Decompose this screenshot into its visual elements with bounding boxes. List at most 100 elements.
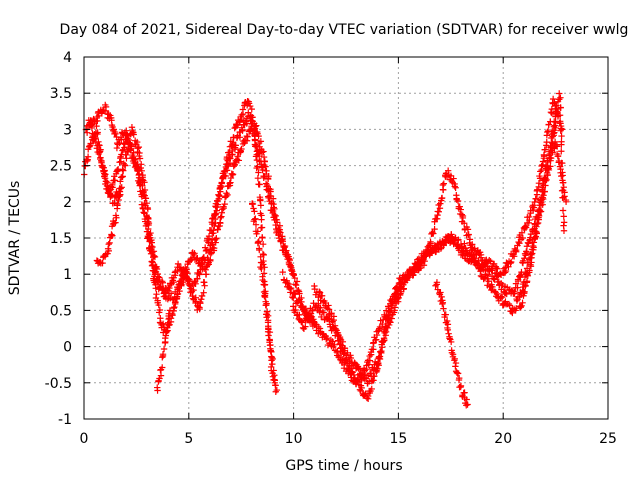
data-point bbox=[443, 317, 451, 325]
data-point bbox=[482, 272, 490, 279]
data-point bbox=[313, 327, 320, 334]
data-point bbox=[160, 345, 168, 353]
data-point bbox=[213, 234, 220, 242]
data-point bbox=[507, 258, 515, 266]
data-point bbox=[203, 246, 210, 254]
data-point bbox=[559, 194, 566, 201]
data-point bbox=[83, 157, 91, 165]
data-point bbox=[322, 335, 330, 343]
data-point bbox=[159, 279, 167, 286]
data-point bbox=[452, 359, 460, 367]
data-point bbox=[287, 289, 294, 296]
data-point bbox=[114, 166, 121, 174]
data-point bbox=[446, 335, 453, 342]
data-point bbox=[223, 167, 231, 174]
data-point bbox=[152, 264, 159, 271]
data-point bbox=[245, 109, 252, 116]
data-point bbox=[239, 106, 247, 113]
data-point bbox=[251, 136, 259, 143]
data-point bbox=[549, 95, 557, 103]
data-point bbox=[380, 335, 388, 342]
data-point bbox=[94, 117, 101, 125]
data-point bbox=[184, 275, 192, 282]
data-point bbox=[273, 386, 281, 394]
data-point bbox=[391, 295, 399, 303]
data-point bbox=[159, 364, 166, 371]
data-point bbox=[393, 283, 401, 290]
data-point bbox=[430, 230, 437, 237]
data-point bbox=[497, 293, 505, 300]
data-point bbox=[435, 208, 442, 215]
data-point bbox=[358, 384, 365, 392]
series-track-k bbox=[516, 90, 568, 311]
data-point bbox=[553, 143, 561, 150]
y-tick-label: 3 bbox=[63, 122, 72, 138]
data-point bbox=[292, 281, 300, 289]
data-point bbox=[116, 139, 123, 147]
data-point bbox=[370, 377, 377, 384]
data-point bbox=[235, 157, 243, 164]
data-point bbox=[444, 326, 452, 334]
data-point bbox=[360, 391, 368, 399]
data-point bbox=[260, 148, 267, 155]
x-axis-label: GPS time / hours bbox=[285, 458, 402, 474]
data-point bbox=[513, 305, 520, 312]
data-point bbox=[258, 216, 265, 223]
data-point bbox=[361, 371, 368, 378]
data-point bbox=[174, 260, 182, 268]
data-point bbox=[94, 129, 101, 136]
data-point bbox=[519, 234, 527, 242]
data-point bbox=[422, 253, 429, 260]
data-point bbox=[559, 172, 566, 179]
data-point bbox=[109, 181, 116, 189]
data-point bbox=[558, 148, 565, 155]
data-point bbox=[485, 278, 492, 285]
data-point bbox=[374, 365, 381, 372]
data-point bbox=[236, 134, 244, 141]
data-point bbox=[266, 328, 274, 336]
data-point bbox=[514, 284, 521, 291]
data-point bbox=[159, 350, 167, 358]
data-point bbox=[295, 286, 302, 294]
data-point bbox=[201, 279, 208, 286]
data-point bbox=[265, 187, 272, 194]
data-point bbox=[252, 215, 259, 222]
data-point bbox=[190, 286, 197, 294]
data-point bbox=[263, 308, 271, 315]
data-point bbox=[383, 324, 390, 332]
data-point bbox=[454, 197, 462, 205]
data-point bbox=[556, 90, 563, 97]
data-point bbox=[244, 133, 251, 140]
data-point bbox=[379, 320, 386, 328]
data-point bbox=[84, 153, 92, 160]
data-point bbox=[227, 155, 234, 162]
data-point bbox=[522, 224, 530, 231]
data-point bbox=[173, 295, 180, 303]
data-point bbox=[83, 129, 91, 136]
data-point bbox=[437, 289, 444, 296]
data-point bbox=[249, 114, 256, 121]
data-point bbox=[439, 299, 447, 306]
data-point bbox=[302, 309, 309, 317]
x-tick-label: 5 bbox=[184, 431, 193, 447]
data-point bbox=[269, 209, 276, 217]
data-point bbox=[499, 293, 506, 301]
data-point bbox=[551, 118, 558, 125]
data-point bbox=[512, 247, 520, 254]
data-point bbox=[544, 158, 551, 166]
data-point bbox=[256, 181, 263, 188]
data-point bbox=[207, 250, 214, 257]
data-point bbox=[378, 349, 385, 357]
data-point bbox=[257, 253, 264, 260]
data-point bbox=[377, 348, 384, 355]
data-point bbox=[455, 236, 462, 243]
data-point bbox=[337, 336, 345, 344]
data-point bbox=[99, 259, 106, 267]
data-point bbox=[331, 341, 338, 349]
data-point bbox=[210, 244, 218, 252]
data-point bbox=[453, 196, 460, 203]
data-point bbox=[552, 118, 559, 126]
data-point bbox=[256, 152, 263, 160]
data-point bbox=[511, 288, 518, 295]
